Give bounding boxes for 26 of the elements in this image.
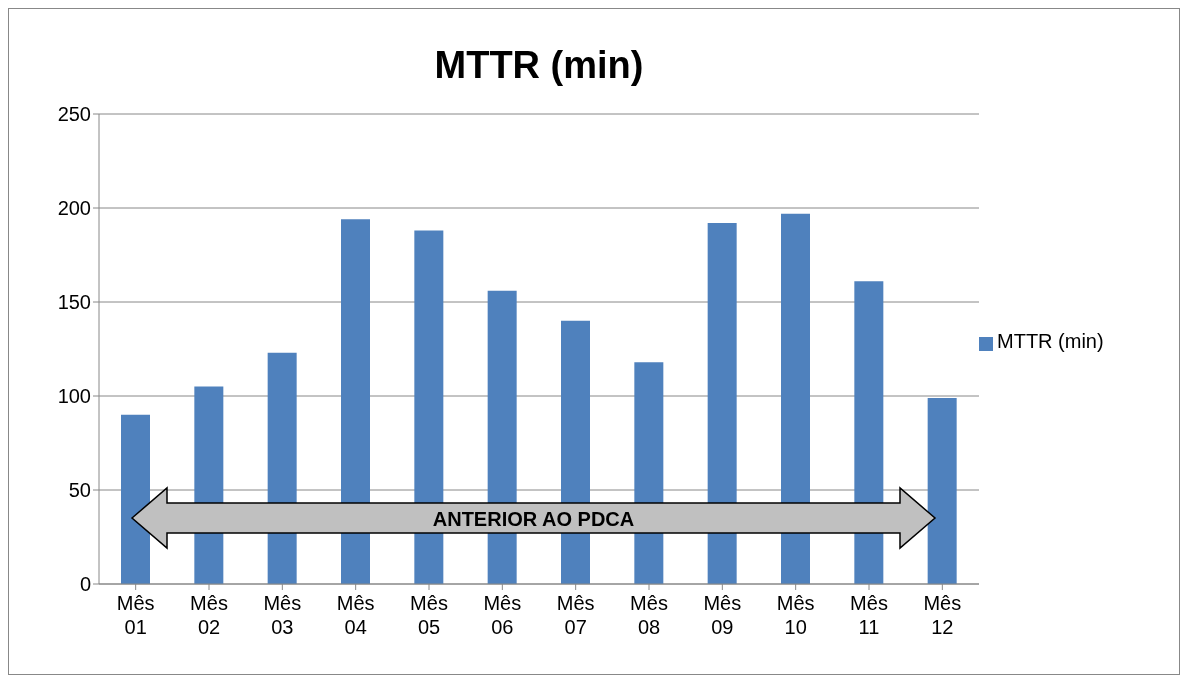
chart-title: MTTR (min)	[433, 44, 645, 87]
bar	[341, 219, 370, 584]
x-tick-label: Mês 05	[410, 592, 448, 638]
x-tick-label: Mês 12	[923, 592, 962, 638]
x-tick-label: Mês 09	[703, 592, 742, 638]
x-tick-label: Mês 07	[556, 592, 595, 638]
bar	[781, 213, 810, 584]
legend-label: MTTR (min)	[997, 330, 1104, 352]
bar	[121, 414, 150, 584]
bar	[927, 397, 957, 584]
x-tick-label: Mês 04	[336, 592, 375, 638]
y-tick-label: 0	[79, 573, 91, 596]
x-tick-label: Mês 11	[850, 592, 888, 638]
x-tick-label: Mês 02	[190, 592, 228, 638]
x-tick-label: Mês 10	[776, 592, 815, 638]
y-tick-label: 100	[57, 385, 91, 408]
y-tick-label: 150	[57, 291, 91, 314]
x-tick-label: Mês 03	[263, 592, 302, 638]
bar	[707, 223, 737, 584]
y-tick-label: 250	[57, 103, 91, 126]
x-tick-label: Mês 08	[630, 592, 668, 638]
y-tick-label: 200	[57, 197, 91, 220]
annotation: ANTERIOR AO PDCA	[432, 508, 635, 530]
x-tick-label: Mês 01	[116, 592, 155, 638]
y-tick-label: 50	[68, 479, 91, 502]
x-tick-label: Mês 06	[483, 592, 522, 638]
